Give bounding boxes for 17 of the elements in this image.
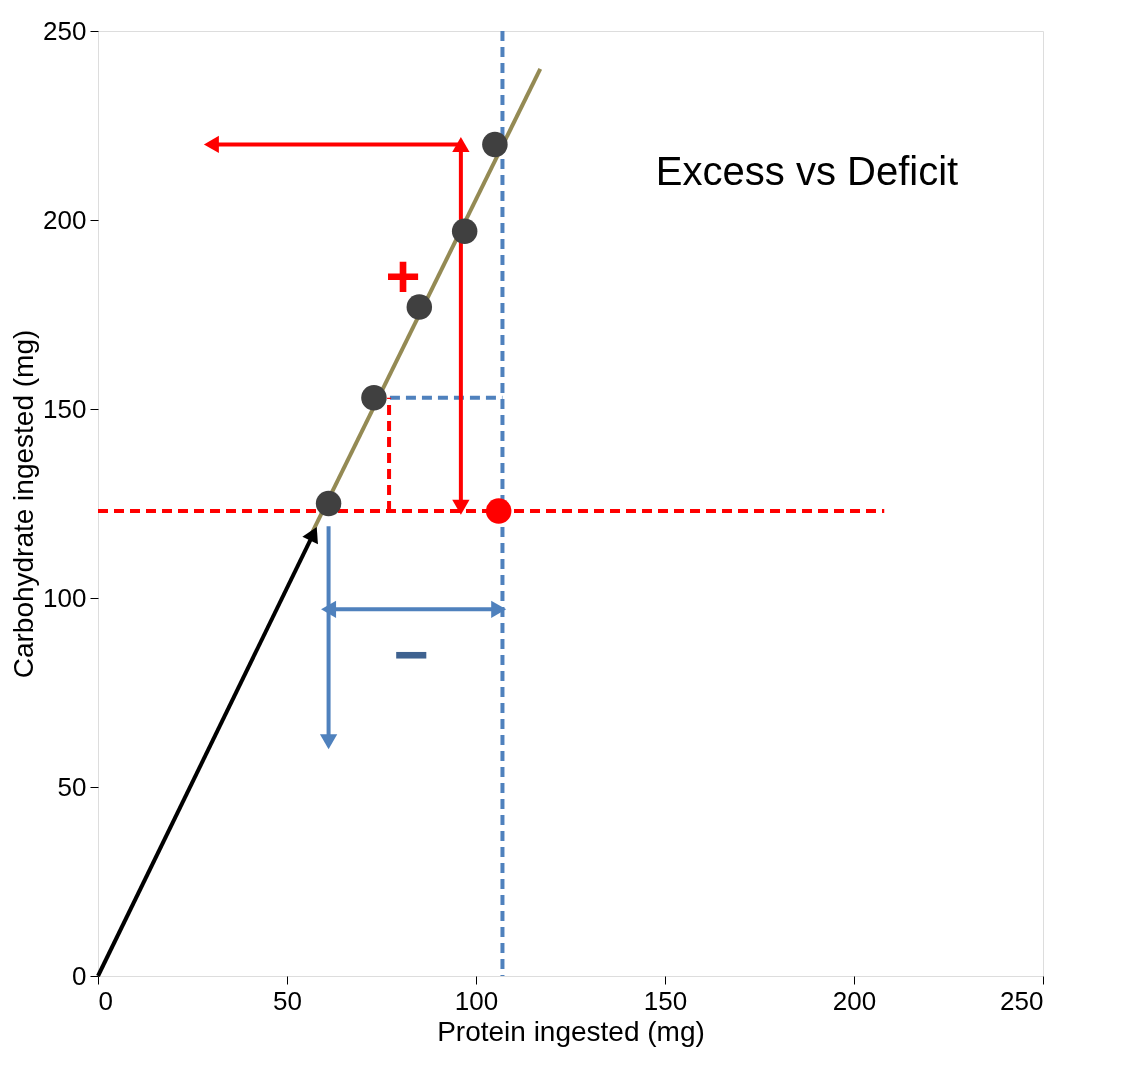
annotation: − — [393, 621, 429, 688]
x-tick-label: 250 — [1000, 985, 1044, 1016]
annotation: + — [385, 243, 421, 310]
x-tick-label: 50 — [273, 985, 302, 1016]
x-tick-label: 150 — [643, 985, 688, 1016]
y-tick-label: 250 — [43, 15, 87, 46]
y-tick-label: 200 — [43, 204, 87, 235]
x-tick-label: 200 — [832, 985, 877, 1016]
y-tick-label: 50 — [57, 771, 87, 802]
y-tick-label: 0 — [72, 960, 87, 991]
annotation: Excess vs Deficit — [655, 149, 959, 193]
y-tick-label: 150 — [43, 393, 87, 424]
x-axis-title: Protein ingested (mg) — [437, 1015, 705, 1047]
x-tick-label: 100 — [454, 985, 499, 1016]
y-axis-title: Carbohydrate ingested (mg) — [8, 329, 40, 679]
x-tick-label: 0 — [98, 985, 113, 1016]
y-tick-label: 100 — [43, 582, 87, 613]
